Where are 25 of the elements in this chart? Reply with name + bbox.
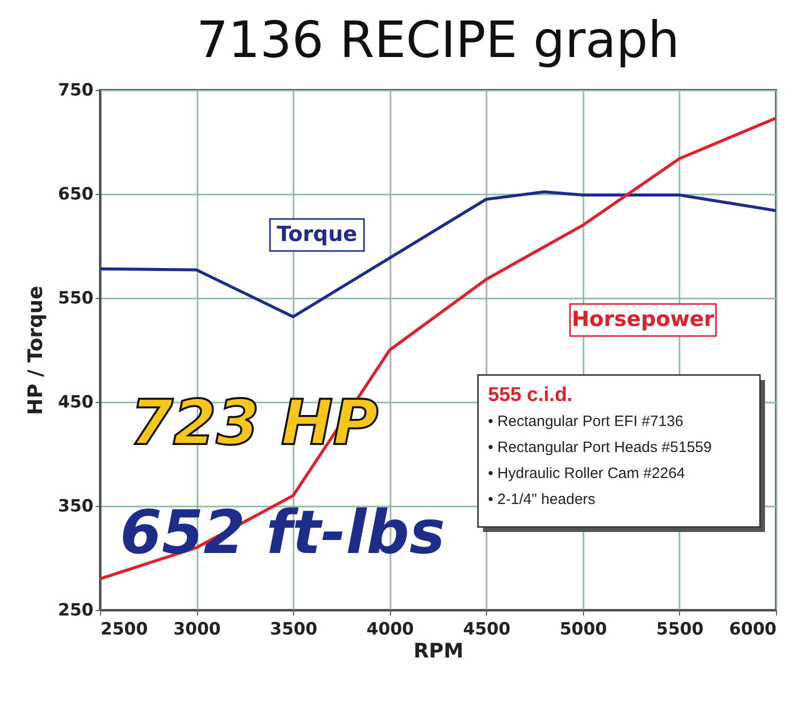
chart-title: 7136 RECIPE graph	[196, 11, 680, 69]
series-label: Torque	[276, 222, 358, 246]
y-tick-label: 250	[58, 600, 94, 620]
y-axis-title: HP / Torque	[23, 286, 48, 416]
x-tick-label: 4500	[463, 620, 511, 640]
y-tick-label: 450	[58, 392, 94, 412]
annotation: • 2-1/4" headers	[488, 491, 596, 508]
x-tick-label: 3000	[173, 620, 221, 640]
annotation: • Rectangular Port Heads #51559	[488, 439, 712, 456]
y-tick-label: 650	[58, 184, 94, 204]
x-tick-label: 5000	[560, 620, 608, 640]
y-tick-label: 350	[58, 496, 94, 516]
x-tick-label: 2500	[100, 620, 148, 640]
annotation: 555 c.i.d.	[488, 384, 572, 406]
y-tick-label: 750	[58, 80, 94, 100]
x-tick-label: 5500	[656, 620, 704, 640]
text: Horsepower	[572, 307, 715, 331]
x-axis-title: RPM	[414, 638, 464, 662]
annotation: • Hydraulic Roller Cam #2264	[488, 465, 685, 482]
x-tick-label: 4000	[366, 620, 414, 640]
x-tick-label: 3500	[270, 620, 318, 640]
annotation: • Rectangular Port EFI #7136	[488, 413, 684, 430]
x-tick-label: 6000	[729, 620, 777, 640]
y-tick-label: 550	[58, 288, 94, 308]
line-series	[100, 116, 776, 580]
